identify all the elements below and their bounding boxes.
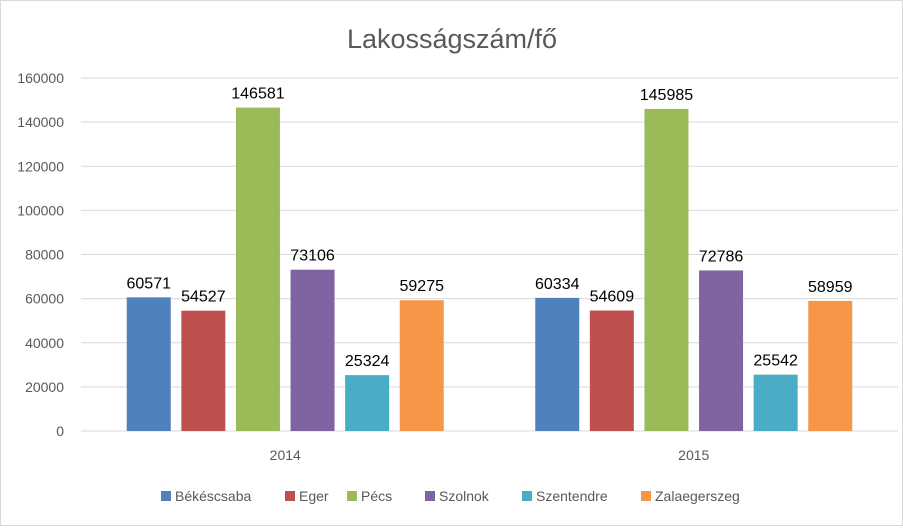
- bar: [235, 107, 280, 432]
- bar: [181, 310, 226, 431]
- y-tick-label: 0: [56, 423, 64, 439]
- bar: [699, 270, 744, 431]
- legend-swatch: [161, 491, 171, 501]
- data-label: 145985: [640, 87, 693, 104]
- data-label: 25542: [753, 353, 798, 370]
- legend-label: Pécs: [361, 488, 392, 504]
- y-tick-label: 40000: [25, 335, 64, 351]
- data-label: 54609: [590, 289, 635, 306]
- bar: [399, 300, 444, 431]
- y-tick-label: 160000: [17, 70, 64, 86]
- legend-label: Szolnok: [439, 488, 490, 504]
- data-label: 146581: [231, 86, 284, 103]
- y-tick-label: 20000: [25, 379, 64, 395]
- legend-swatch: [347, 491, 357, 501]
- legend-swatch: [522, 491, 532, 501]
- chart-title: Lakosságszám/fő: [347, 24, 557, 54]
- data-label: 59275: [400, 278, 445, 295]
- legend-label: Zalaegerszeg: [655, 488, 740, 504]
- x-category-label: 2014: [270, 447, 301, 463]
- x-category-label: 2015: [678, 447, 709, 463]
- legend-swatch: [285, 491, 295, 501]
- y-tick-label: 80000: [25, 247, 64, 263]
- x-axis: 2014 2015: [270, 447, 710, 463]
- bar: [290, 269, 335, 431]
- bar: [808, 300, 853, 431]
- bar: [753, 374, 798, 431]
- y-tick-label: 120000: [17, 158, 64, 174]
- bar: [589, 310, 634, 431]
- y-tick-label: 140000: [17, 114, 64, 130]
- y-axis: 0 20000 40000 60000 80000 100000 120000 140000 1…: [17, 70, 64, 439]
- legend: Békéscsaba Eger Pécs Szolnok Szentendre Zalae…: [161, 488, 740, 504]
- legend-label: Békéscsaba: [175, 488, 251, 504]
- bars: [126, 107, 853, 432]
- data-label: 25324: [345, 353, 390, 370]
- legend-swatch: [641, 491, 651, 501]
- bar: [345, 375, 390, 431]
- bar: [535, 297, 580, 431]
- legend-swatch: [425, 491, 435, 501]
- legend-label: Szentendre: [536, 488, 608, 504]
- data-label: 72786: [699, 248, 744, 265]
- data-labels: 60571 54527 146581 73106 25324 59275 60334 5460…: [127, 86, 853, 371]
- data-label: 58959: [808, 279, 853, 296]
- data-label: 54527: [181, 289, 226, 306]
- bar: [126, 297, 171, 431]
- y-tick-label: 100000: [17, 202, 64, 218]
- y-tick-label: 60000: [25, 291, 64, 307]
- data-label: 60334: [535, 276, 580, 293]
- legend-label: Eger: [299, 488, 329, 504]
- data-label: 73106: [290, 248, 335, 265]
- data-label: 60571: [127, 275, 172, 292]
- bar: [644, 108, 689, 431]
